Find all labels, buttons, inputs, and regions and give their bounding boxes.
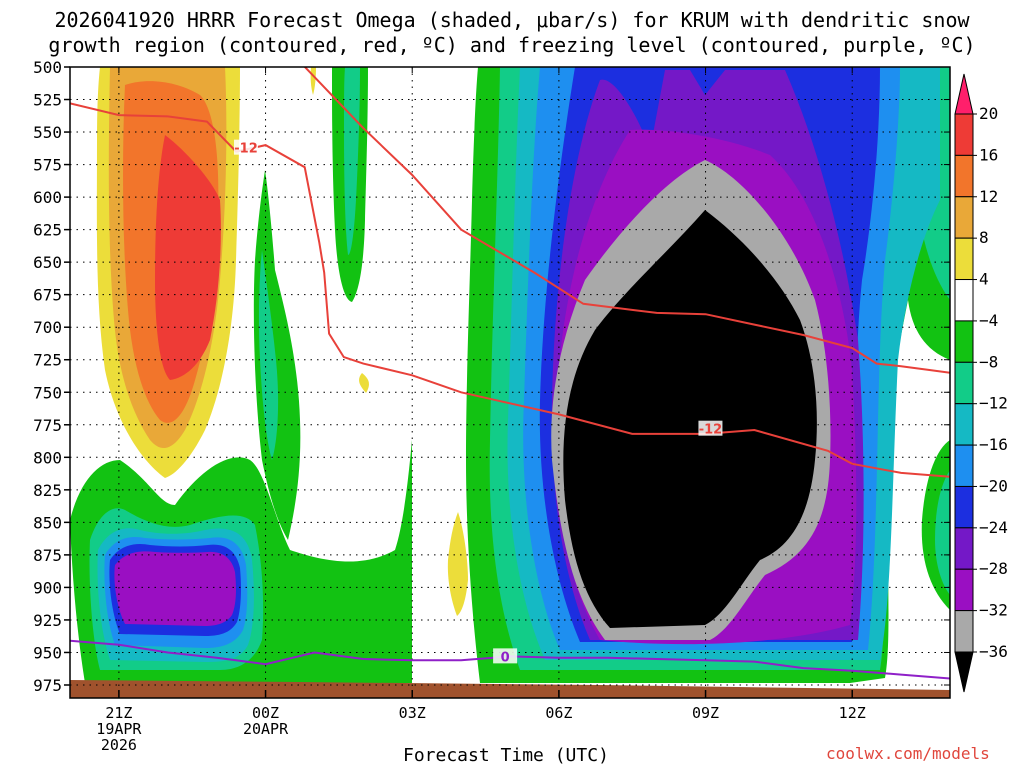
colorbar-label-0: 20	[979, 104, 998, 123]
y-tick-label-725: 725	[33, 351, 62, 370]
colorbar-label-6: −8	[979, 352, 998, 371]
y-tick-label-775: 775	[33, 416, 62, 435]
x-tick-label-12-0: 09Z	[692, 704, 719, 722]
y-tick-label-925: 925	[33, 611, 62, 630]
colorbar-top-arrow	[954, 73, 974, 115]
y-tick-label-825: 825	[33, 481, 62, 500]
omega-fill-plus16	[155, 135, 221, 380]
colorbar-band-13	[954, 610, 974, 653]
colorbar-label-10: −24	[979, 518, 1008, 537]
colorbar-label-4: 4	[979, 270, 989, 289]
plot-grid	[70, 66, 950, 698]
x-tick-label-0-0: 21Z	[105, 704, 132, 722]
y-tick-label-875: 875	[33, 546, 62, 565]
dgz-lower-label-bg	[698, 420, 723, 436]
freezing-level-label-bg	[493, 648, 518, 664]
colorbar-band-11	[954, 527, 974, 570]
x-tick-label-3-1: 20APR	[243, 720, 289, 738]
colorbar-label-5: −4	[979, 311, 998, 330]
y-tick-label-575: 575	[33, 156, 62, 175]
colorbar-band-1	[954, 113, 974, 156]
y-tick-label-950: 950	[33, 643, 62, 662]
colorbar-label-2: 12	[979, 187, 998, 206]
colorbar-band-7	[954, 361, 974, 405]
colorbar-band-10	[954, 485, 974, 529]
colorbar-label-11: −28	[979, 559, 1008, 578]
plot-frame	[69, 66, 951, 699]
x-tick-label-6-0: 03Z	[399, 704, 426, 722]
chart-title-line2: growth region (contoured, red, ºC) and f…	[48, 33, 976, 57]
y-tick-label-550: 550	[33, 123, 62, 142]
x-tick-label-15-0: 12Z	[839, 704, 866, 722]
y-tick-label-700: 700	[33, 318, 62, 337]
colorbar-band-2	[954, 154, 974, 198]
colorbar-label-13: −36	[979, 642, 1008, 661]
omega-fill-minus36	[563, 210, 817, 628]
y-tick-label-525: 525	[33, 91, 62, 110]
site-credit: coolwx.com/models	[826, 744, 990, 763]
y-tick-label-625: 625	[33, 221, 62, 240]
plot-axes: 500 525 550 575 600 625 650 675 700 725 750 775 800 8…	[33, 58, 951, 754]
dgz-lower-contour	[303, 67, 950, 374]
colorbar-bottom-arrow	[954, 651, 974, 693]
colorbar-label-3: 8	[979, 228, 989, 247]
omega-fill-mid-yellow	[359, 373, 369, 393]
ground-terrain	[70, 680, 950, 698]
x-tick-label-0-2: 2026	[101, 736, 137, 754]
omega-fill-tongue-left-inner	[258, 250, 279, 460]
omega-fill-left-purple	[114, 551, 236, 626]
y-tick-label-500: 500	[33, 58, 62, 77]
omega-fill-right-low-inner	[935, 470, 950, 595]
y-tick-label-800: 800	[33, 448, 62, 467]
colorbar-label-8: −16	[979, 435, 1008, 454]
colorbar-label-12: −32	[979, 601, 1008, 620]
dgz-upper-contour	[70, 102, 950, 478]
colorbar-band-5	[954, 279, 974, 322]
y-tick-label-975: 975	[33, 676, 62, 695]
y-tick-label-850: 850	[33, 513, 62, 532]
colorbar-band-9	[954, 444, 974, 487]
colorbar: 20 16 12 8 4 −4 −8 −12 −16 −20 −24 −28 −32 −36	[954, 73, 1008, 693]
y-tick-label-900: 900	[33, 578, 62, 597]
omega-fill-low-yellow	[447, 512, 468, 616]
omega-shading	[70, 67, 950, 698]
x-tick-label-9-0: 06Z	[545, 704, 572, 722]
omega-fill-upper-midteal	[344, 67, 360, 255]
colorbar-label-7: −12	[979, 394, 1008, 413]
y-tick-label-675: 675	[33, 286, 62, 305]
y-tick-label-600: 600	[33, 188, 62, 207]
y-tick-label-650: 650	[33, 253, 62, 272]
colorbar-label-9: −20	[979, 476, 1008, 495]
y-tick-label-750: 750	[33, 383, 62, 402]
contour-layer: -12 -12 0	[70, 67, 950, 680]
x-axis-title: Forecast Time (UTC)	[403, 745, 609, 766]
dgz-upper-label: -12	[234, 142, 258, 157]
freezing-level-label: 0	[501, 650, 510, 665]
dgz-upper-label-bg	[234, 139, 258, 155]
x-tick-label-3-0: 00Z	[252, 704, 279, 722]
colorbar-band-3	[954, 196, 974, 239]
colorbar-band-8	[954, 403, 974, 446]
dgz-lower-label: -12	[699, 423, 723, 438]
colorbar-label-1: 16	[979, 145, 998, 164]
x-tick-label-0-1: 19APR	[96, 720, 142, 738]
chart-title-line1: 2026041920 HRRR Forecast Omega (shaded, …	[54, 8, 970, 32]
colorbar-band-6	[954, 320, 974, 363]
colorbar-band-4	[954, 237, 974, 281]
colorbar-band-12	[954, 568, 974, 612]
